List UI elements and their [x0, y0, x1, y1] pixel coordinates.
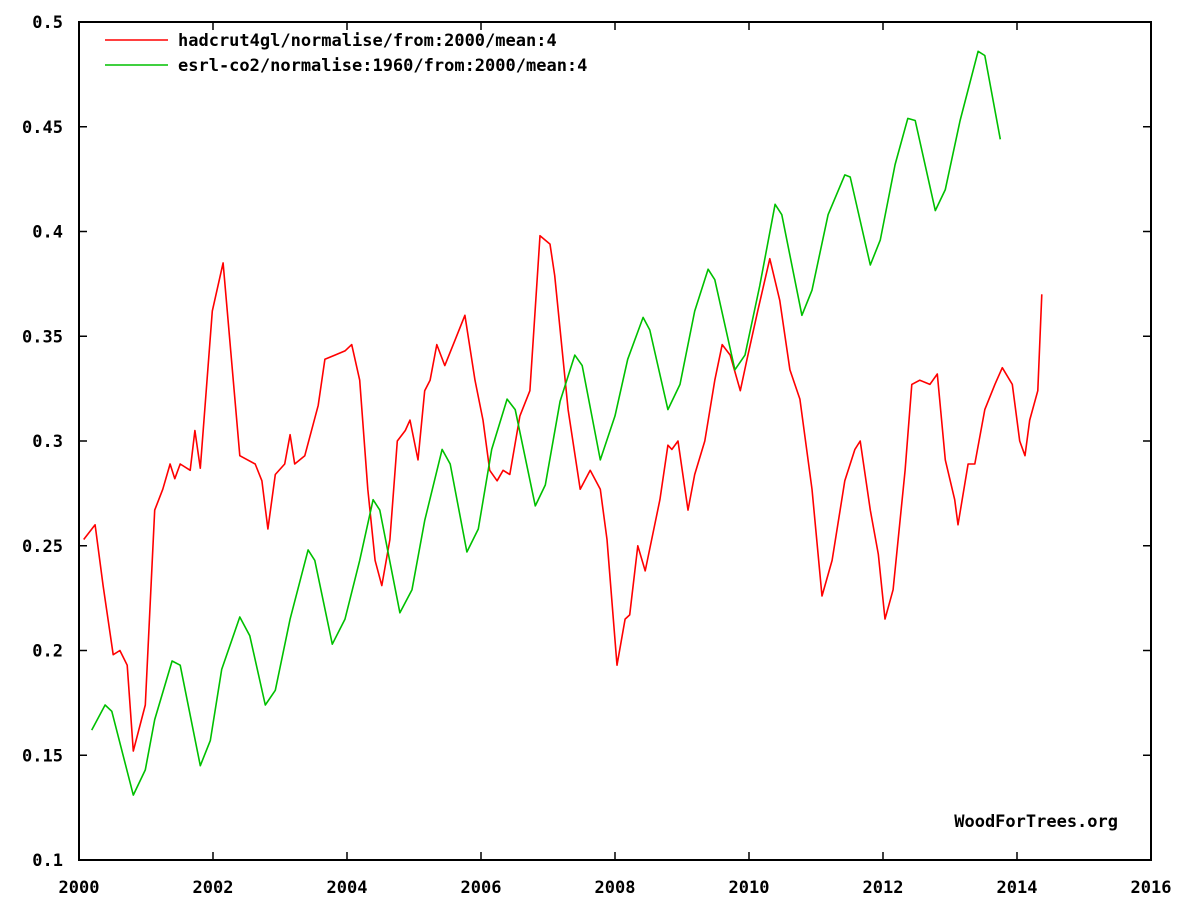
x-tick-label: 2000 [59, 878, 100, 898]
x-tick-label: 2008 [595, 878, 636, 898]
x-tick-label: 2016 [1131, 878, 1172, 898]
legend-label-hadcrut: hadcrut4gl/normalise/from:2000/mean:4 [178, 31, 557, 51]
x-tick-label: 2006 [461, 878, 502, 898]
watermark: WoodForTrees.org [954, 812, 1118, 832]
y-tick-label: 0.5 [32, 13, 63, 33]
legend-label-co2: esrl-co2/normalise:1960/from:2000/mean:4 [178, 56, 587, 76]
x-tick-label: 2002 [193, 878, 234, 898]
x-tick-label: 2004 [327, 878, 368, 898]
y-tick-label: 0.2 [32, 642, 63, 662]
y-tick-label: 0.1 [32, 851, 63, 871]
y-tick-label: 0.25 [22, 537, 63, 557]
plot-frame [78, 21, 1152, 861]
legend: hadcrut4gl/normalise/from:2000/mean:4 es… [105, 31, 587, 76]
y-tick-label: 0.4 [32, 223, 63, 243]
x-tick-label: 2010 [729, 878, 770, 898]
series-line-co2 [90, 50, 1002, 796]
series-line-hadcrut [83, 234, 1043, 752]
y-tick-label: 0.3 [32, 432, 63, 452]
y-tick-label: 0.15 [22, 746, 63, 766]
x-tick-label: 2014 [997, 878, 1038, 898]
y-tick-label: 0.35 [22, 327, 63, 347]
x-tick-label: 2012 [863, 878, 904, 898]
y-tick-label: 0.45 [22, 118, 63, 138]
